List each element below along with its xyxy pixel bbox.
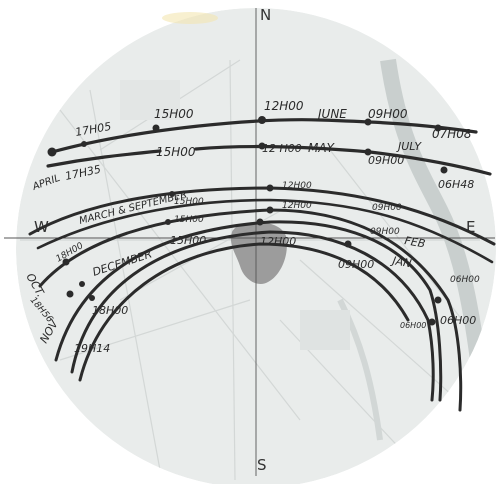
label-0600-b: 06H00 [400, 321, 426, 330]
marker-dec-1200 [256, 218, 264, 226]
label-jan: JAN [390, 254, 413, 270]
label-0600-a: 06H00 [450, 275, 480, 285]
label-dec-1500: 15H00 [170, 234, 206, 247]
east-label: E [466, 218, 475, 236]
label-feb-0900: 09H00 [370, 227, 400, 237]
label-june-0900: 09H00 [368, 107, 408, 121]
oct-path [38, 208, 463, 412]
label-19h14: 19H14 [74, 342, 110, 355]
marker-oct-west [62, 258, 70, 266]
paper-smudge [162, 12, 218, 24]
label-may-1200: 12 H00 [262, 142, 302, 155]
label-feb: FEB [403, 234, 426, 250]
marker-june-17h05 [47, 147, 57, 157]
label-june: JUNE [316, 107, 347, 121]
marker-ms-1500 [169, 191, 175, 197]
marker-june-0900 [364, 118, 372, 126]
marker-ms-1200 [266, 184, 274, 192]
time-markers [47, 116, 448, 326]
label-17h05: 17H05 [74, 120, 112, 139]
north-label: N [260, 6, 271, 24]
label-ms-0900: 09H00 [372, 203, 402, 213]
marker-0600-a [434, 296, 442, 304]
marker-oct-1200 [266, 206, 274, 214]
label-dec-1200: 12H00 [260, 235, 296, 248]
label-0648: 06H48 [438, 178, 474, 191]
label-june-1200: 12H00 [264, 99, 304, 113]
label-ms-1200-b: 12H00 [282, 201, 312, 211]
marker-june-0708 [434, 124, 442, 132]
label-0708: 07H08 [432, 127, 472, 141]
label-may-0900: 09H00 [368, 154, 404, 167]
compass-axes [4, 8, 495, 476]
time-labels: 17H05 15H00 12H00 JUNE 09H00 07H08 15H00… [23, 99, 480, 355]
label-jan-0900: 09H00 [338, 258, 374, 271]
label-may-1500: 15H00 [156, 145, 196, 159]
june-path [50, 118, 478, 154]
marker-jan-0900 [344, 240, 352, 248]
nov-path [54, 220, 443, 402]
marker-nov-1856 [66, 290, 74, 298]
dec-path-inner [78, 242, 410, 382]
label-oct-1500: 15H00 [174, 215, 204, 225]
equinox-path-2 [36, 198, 494, 264]
label-nov-1800: 18H00 [92, 304, 128, 317]
label-july: JULY [396, 140, 422, 153]
marker-may-1200 [258, 142, 266, 150]
marker-may-0648 [440, 166, 448, 174]
marker-may-0900 [364, 148, 372, 156]
label-ms-1200-a: 12H00 [282, 181, 312, 191]
label-ms-1500: 15H00 [174, 197, 204, 207]
marker-1800-nov [89, 295, 95, 301]
label-0600-c: 06H00 [440, 314, 476, 327]
marker-dec-1500 [165, 219, 171, 225]
marker-nov-west [79, 281, 85, 287]
south-label: S [257, 456, 267, 474]
marker-0600-c [428, 318, 436, 326]
marker-june-extra [81, 141, 87, 147]
dec-path [70, 230, 435, 402]
label-june-1500: 15H00 [154, 107, 194, 121]
marker-june-1200 [258, 116, 266, 124]
marker-june-1500 [152, 124, 160, 132]
label-may: MAY [308, 141, 336, 155]
